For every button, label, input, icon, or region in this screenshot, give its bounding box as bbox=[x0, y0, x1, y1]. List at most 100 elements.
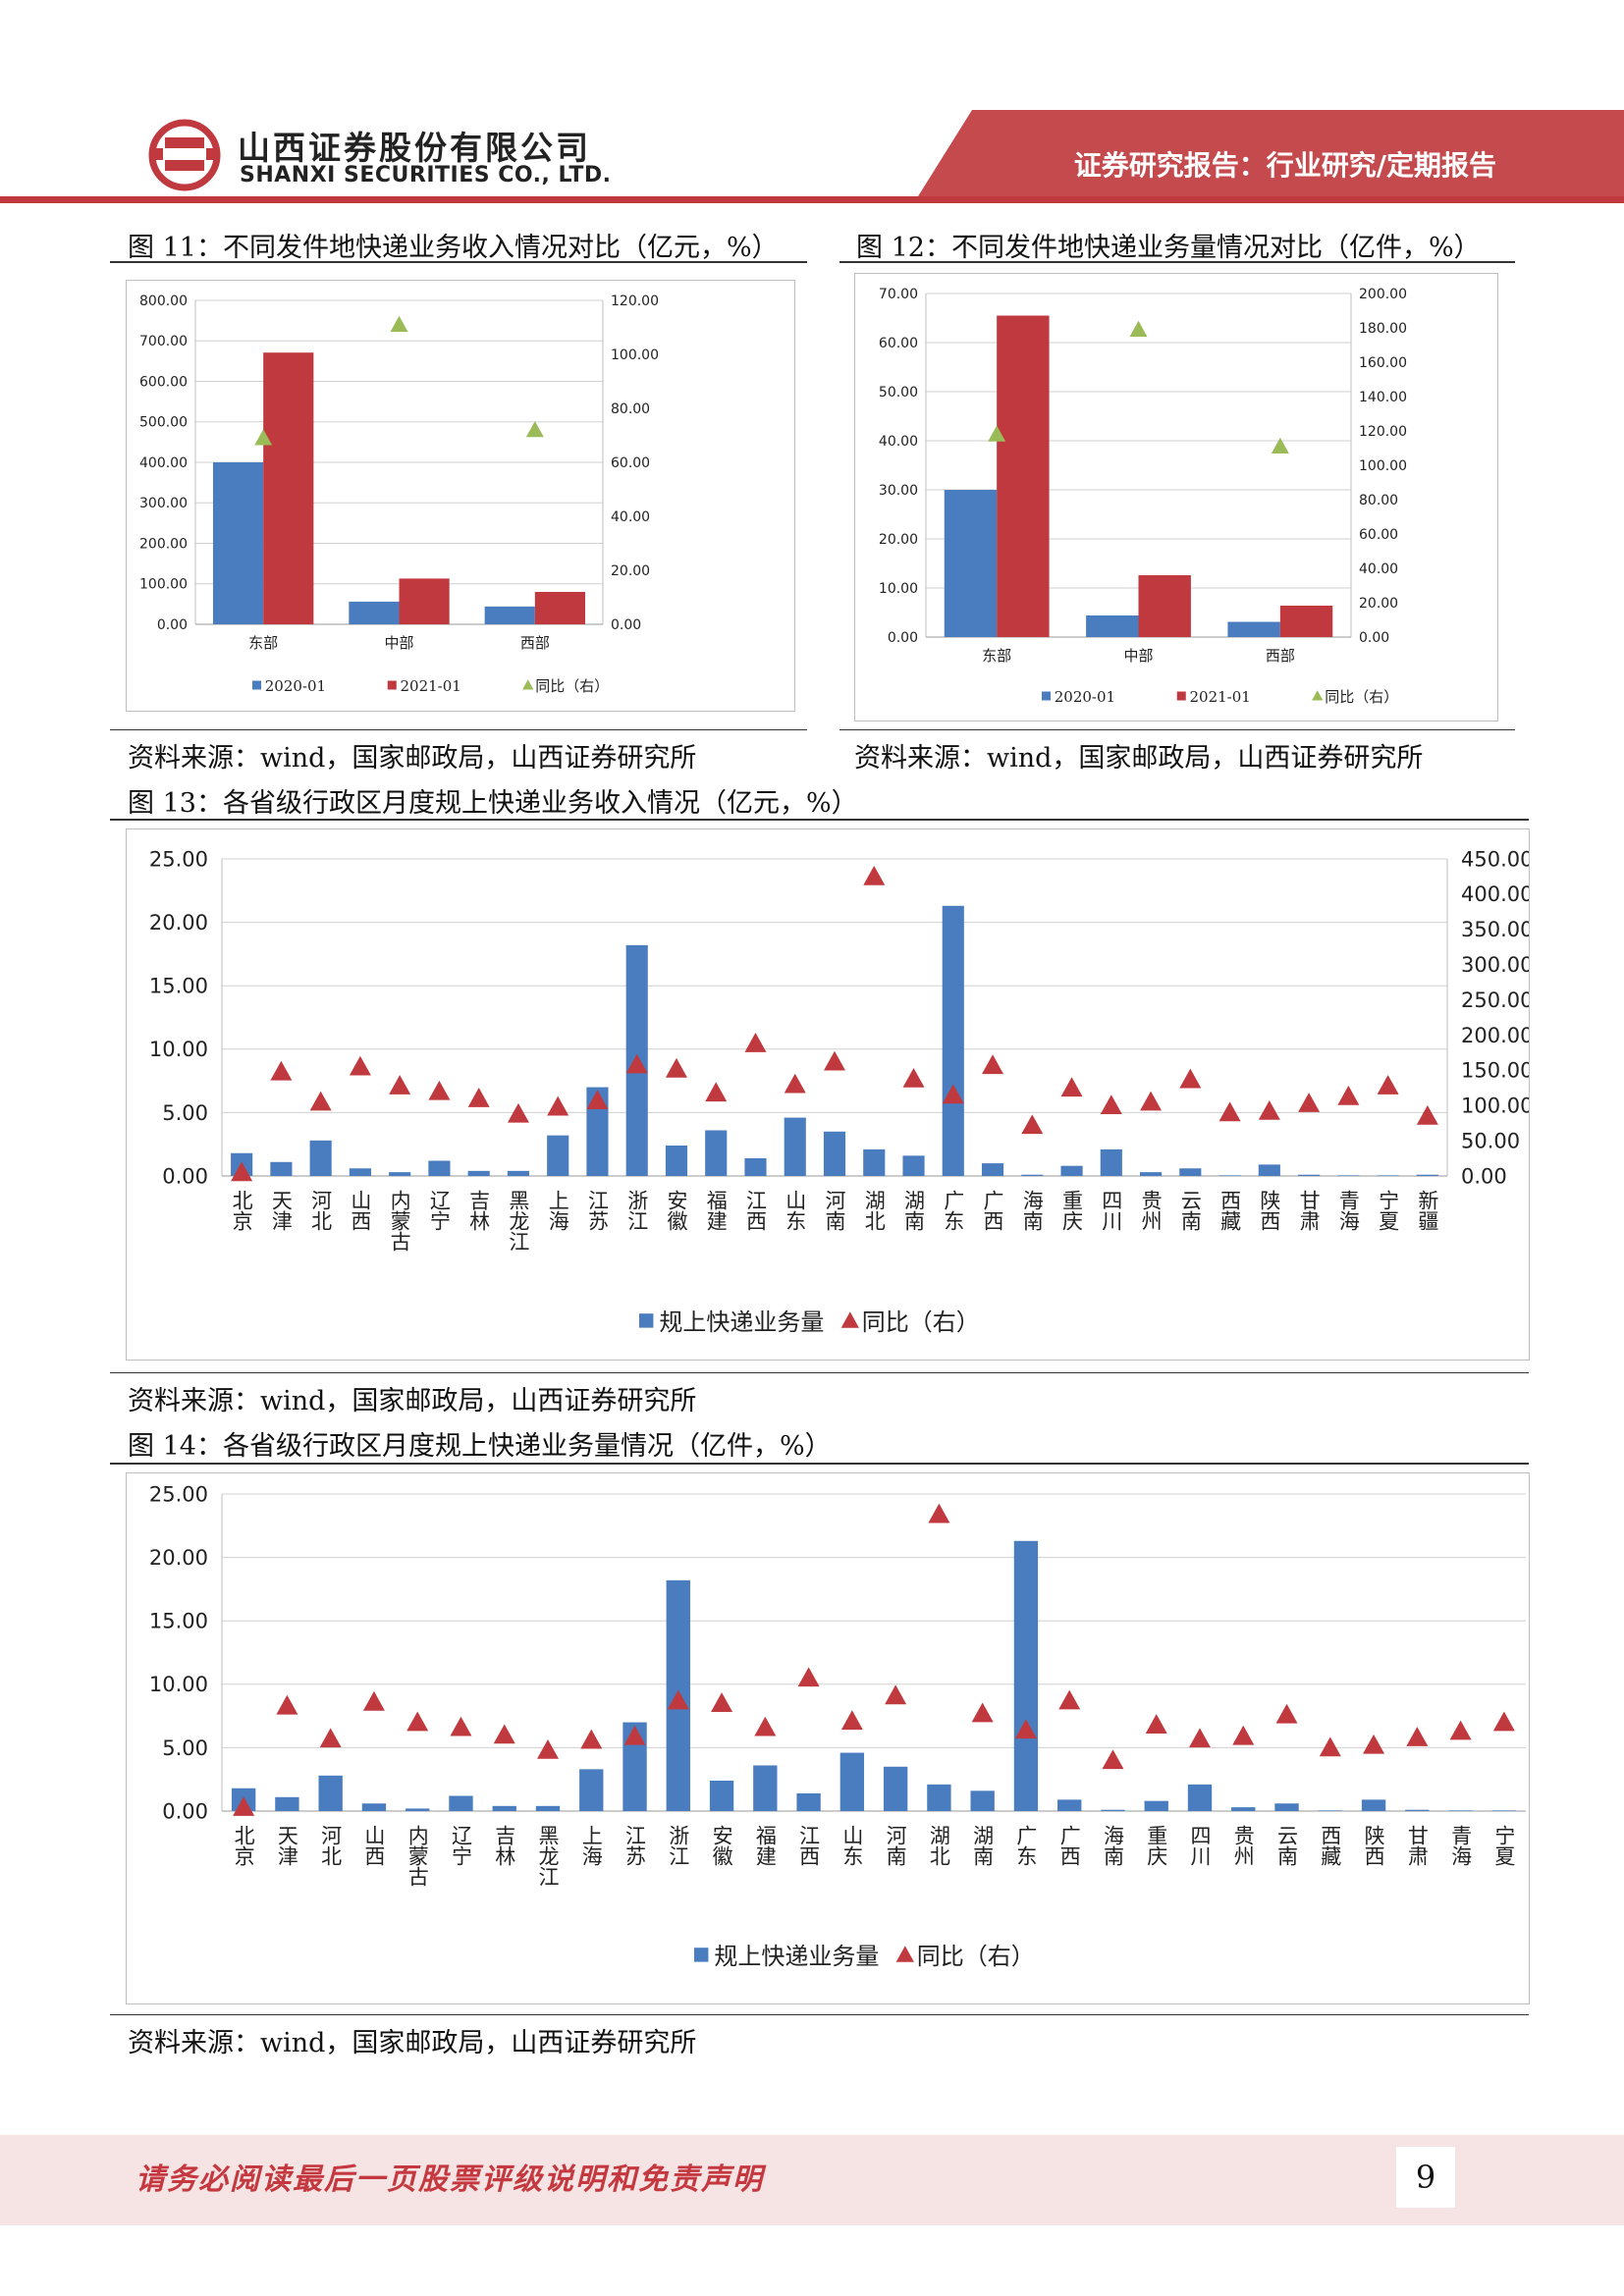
x-tick-label: 黑龙江 bbox=[536, 1825, 560, 1887]
marker-yoy bbox=[1129, 320, 1148, 337]
marker-yoy bbox=[1298, 1093, 1321, 1112]
bar-2021-01 bbox=[263, 352, 314, 624]
bar-规上快递业务量 bbox=[942, 905, 964, 1176]
x-tick-label: 贵州 bbox=[1231, 1825, 1255, 1866]
legend-label: 2021-01 bbox=[401, 677, 461, 695]
bar-规上快递业务量 bbox=[1377, 1175, 1399, 1176]
x-tick-label: 福建 bbox=[753, 1825, 777, 1866]
bar-规上快递业务量 bbox=[709, 1780, 734, 1811]
marker-yoy bbox=[797, 1667, 820, 1687]
bar-规上快递业务量 bbox=[784, 1117, 806, 1176]
marker-yoy bbox=[1363, 1734, 1385, 1754]
legend-swatch bbox=[252, 680, 261, 690]
y-tick-label: 20.00 bbox=[149, 911, 208, 934]
y-right-tick-label: 40.00 bbox=[611, 509, 650, 525]
x-tick-label: 河南 bbox=[884, 1825, 907, 1866]
y-tick-label: 500.00 bbox=[139, 415, 188, 431]
bar-规上快递业务量 bbox=[1013, 1540, 1039, 1811]
x-tick-label: 吉林 bbox=[467, 1190, 491, 1231]
bar-规上快递业务量 bbox=[1448, 1810, 1473, 1811]
marker-yoy bbox=[1179, 1068, 1202, 1089]
marker-yoy bbox=[754, 1716, 777, 1736]
marker-yoy bbox=[507, 1102, 529, 1123]
y-tick-label: 0.00 bbox=[162, 1164, 208, 1188]
y-right-tick-label: 300.00 bbox=[1461, 953, 1529, 977]
bar-规上快递业务量 bbox=[586, 1087, 609, 1176]
fig11-chart: 0.00 100.00 200.00 300.00 400.00 500.00 600.00… bbox=[139, 294, 659, 695]
x-tick-label: 上海 bbox=[579, 1825, 603, 1866]
bar-规上快递业务量 bbox=[970, 1790, 995, 1811]
x-tick-label: 海南 bbox=[1101, 1825, 1124, 1866]
bar-2020-01 bbox=[1086, 615, 1139, 637]
y-tick-label: 10.00 bbox=[149, 1673, 208, 1696]
y-tick-label: 15.00 bbox=[149, 975, 208, 998]
x-tick-label: 西藏 bbox=[1319, 1825, 1342, 1866]
marker-yoy bbox=[667, 1689, 689, 1710]
marker-yoy bbox=[231, 1161, 253, 1182]
y-tick-label: 70.00 bbox=[879, 287, 918, 302]
y-right-tick-label: 20.00 bbox=[1359, 596, 1398, 612]
x-tick-label: 江苏 bbox=[585, 1190, 609, 1231]
x-tick-label: 海南 bbox=[1020, 1190, 1044, 1231]
marker-yoy bbox=[988, 425, 1006, 442]
y-right-tick-label: 400.00 bbox=[1461, 882, 1529, 906]
marker-yoy bbox=[467, 1088, 490, 1107]
x-tick-label: 山西 bbox=[349, 1190, 372, 1231]
x-tick-label: 重庆 bbox=[1145, 1825, 1168, 1866]
bar-2020-01 bbox=[349, 601, 400, 624]
x-tick-label: 四川 bbox=[1188, 1825, 1212, 1866]
marker-yoy bbox=[428, 1080, 451, 1100]
y-right-tick-label: 450.00 bbox=[1461, 847, 1529, 871]
marker-yoy bbox=[493, 1724, 515, 1744]
bar-规上快递业务量 bbox=[753, 1765, 778, 1811]
header-band bbox=[0, 110, 1624, 203]
y-tick-label: 10.00 bbox=[149, 1038, 208, 1061]
y-right-tick-label: 200.00 bbox=[1359, 287, 1407, 302]
x-tick-label: 湖北 bbox=[862, 1190, 886, 1231]
y-right-tick-label: 60.00 bbox=[1359, 527, 1398, 543]
y-tick-label: 50.00 bbox=[879, 385, 918, 400]
legend-label: 同比（右） bbox=[1325, 688, 1398, 706]
x-tick-label: 宁夏 bbox=[1377, 1190, 1400, 1231]
fig14-chart: 0.00 5.00 10.00 15.00 20.00 25.00 北京 天津 河北 山西 内蒙古辽… bbox=[149, 1482, 1526, 1970]
marker-yoy bbox=[1319, 1736, 1341, 1757]
bar-规上快递业务量 bbox=[270, 1161, 293, 1176]
x-tick-label: 东部 bbox=[982, 647, 1011, 665]
bar-规上快递业务量 bbox=[349, 1168, 371, 1176]
marker-yoy bbox=[1102, 1749, 1124, 1770]
marker-yoy bbox=[1449, 1720, 1472, 1740]
x-tick-label: 云南 bbox=[1275, 1825, 1299, 1866]
x-tick-label: 新疆 bbox=[1416, 1190, 1439, 1231]
marker-yoy bbox=[705, 1082, 728, 1102]
marker-yoy bbox=[276, 1694, 298, 1715]
y-right-tick-label: 40.00 bbox=[1359, 561, 1398, 577]
x-tick-label: 陕西 bbox=[1258, 1190, 1281, 1231]
legend-label: 2021-01 bbox=[1190, 688, 1251, 706]
marker-yoy bbox=[1232, 1725, 1255, 1745]
bar-规上快递业务量 bbox=[547, 1135, 569, 1176]
marker-yoy bbox=[711, 1692, 733, 1712]
y-tick-label: 5.00 bbox=[162, 1101, 208, 1125]
y-right-tick-label: 0.00 bbox=[611, 617, 641, 633]
fig13-chart-frame: 0.00 5.00 10.00 15.00 20.00 25.00 0.00 50.00 100… bbox=[126, 828, 1533, 1361]
x-tick-label: 河北 bbox=[309, 1190, 333, 1231]
marker-yoy bbox=[902, 1067, 925, 1088]
bar-规上快递业务量 bbox=[1274, 1803, 1299, 1811]
company-name-cn: 山西证券股份有限公司 bbox=[238, 129, 591, 167]
bar-规上快递业务量 bbox=[1021, 1174, 1044, 1176]
marker-yoy bbox=[586, 1090, 609, 1109]
bar-规上快递业务量 bbox=[1258, 1164, 1280, 1176]
x-tick-label: 河北 bbox=[319, 1825, 343, 1866]
marker-yoy bbox=[1492, 1711, 1515, 1732]
y-tick-label: 0.00 bbox=[888, 630, 918, 646]
marker-yoy bbox=[840, 1710, 863, 1731]
fig12-source: 资料来源：wind，国家邮政局，山西证券研究所 bbox=[854, 743, 1424, 774]
x-tick-label: 北京 bbox=[232, 1825, 255, 1866]
y-right-tick-label: 160.00 bbox=[1359, 355, 1407, 371]
bar-2020-01 bbox=[944, 490, 998, 637]
marker-yoy bbox=[971, 1702, 994, 1723]
bar-2020-01 bbox=[1227, 621, 1280, 637]
x-tick-label: 广西 bbox=[981, 1190, 1004, 1231]
x-tick-label: 安徽 bbox=[665, 1190, 688, 1231]
bar-规上快递业务量 bbox=[1337, 1175, 1360, 1176]
